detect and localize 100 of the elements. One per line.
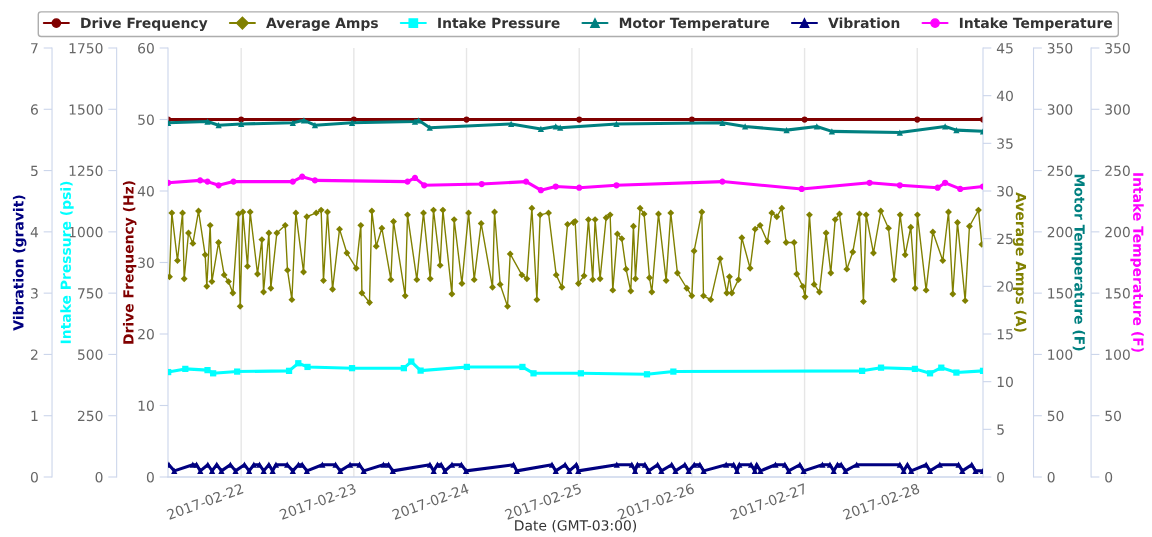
- point: [304, 363, 311, 371]
- point: [530, 370, 537, 377]
- y2-tick-label: 40: [996, 90, 1013, 102]
- point: [210, 370, 217, 377]
- y-tick-label: 60: [138, 42, 154, 54]
- y2-tick-label: 15: [997, 329, 1013, 340]
- y3-tick-label: 300: [1105, 104, 1130, 115]
- point: [215, 182, 222, 189]
- y2-tick-label: 3: [31, 288, 38, 299]
- point: [311, 177, 319, 184]
- point: [400, 365, 407, 372]
- point: [404, 178, 411, 185]
- y3-tick-label: 500: [78, 349, 103, 360]
- y3-tick-label: 50: [1105, 410, 1122, 422]
- point: [299, 173, 306, 180]
- point: [204, 366, 211, 374]
- y3-tick-label: 1250: [69, 165, 103, 177]
- legend-label: Average Amps: [266, 17, 378, 31]
- point: [938, 364, 945, 371]
- point: [858, 367, 866, 374]
- y2-tick-label: 6: [30, 104, 38, 115]
- point: [182, 365, 189, 373]
- point: [926, 370, 934, 377]
- y2-tick-label: 1: [31, 410, 38, 421]
- point: [421, 182, 428, 189]
- y-tick-label: 20: [138, 328, 154, 340]
- point: [934, 184, 941, 191]
- point: [537, 187, 544, 194]
- legend-label: Intake Pressure: [438, 17, 560, 29]
- y3-tick-label: 1750: [69, 42, 103, 54]
- legend-label: Motor Temperature: [619, 17, 770, 31]
- y-tick-label: 100: [1048, 349, 1073, 360]
- point: [197, 177, 204, 184]
- y3-axis-title: Intake Temperature (F): [1130, 173, 1144, 352]
- point: [613, 182, 620, 189]
- point: [942, 179, 949, 186]
- legend-label: Intake Temperature: [959, 17, 1113, 31]
- point: [478, 180, 485, 188]
- point: [577, 370, 584, 377]
- point: [522, 178, 530, 185]
- y-tick-label: 10: [138, 400, 154, 411]
- point: [463, 363, 470, 371]
- point: [234, 368, 241, 375]
- y2-tick-label: 45: [996, 43, 1013, 54]
- point: [204, 178, 211, 185]
- point: [289, 178, 296, 185]
- point: [670, 368, 677, 375]
- point: [411, 174, 419, 182]
- y-tick-label: 50: [138, 114, 154, 125]
- y3-tick-label: 200: [1105, 226, 1130, 238]
- y2-tick-label: 0: [997, 471, 1005, 483]
- y-tick-label: 0: [146, 471, 154, 483]
- point: [417, 367, 424, 374]
- y-tick-label: 250: [1047, 165, 1073, 177]
- point: [519, 363, 526, 371]
- y2-tick-label: 7: [31, 43, 38, 54]
- point: [348, 365, 356, 372]
- y-tick-label: 200: [1047, 226, 1073, 238]
- line-series: [168, 117, 983, 136]
- point: [285, 367, 293, 374]
- y-tick-label: 30: [138, 257, 154, 268]
- point: [719, 178, 726, 185]
- y-tick-label: 350: [1047, 42, 1073, 54]
- point: [408, 358, 415, 365]
- y3-tick-label: 0: [95, 471, 103, 483]
- y2-tick-label: 5: [997, 424, 1004, 435]
- y-axis-title: Drive Frequency (Hz): [122, 181, 137, 344]
- y-tick-label: 50: [1047, 410, 1064, 422]
- y2-tick-label: 5: [31, 165, 38, 177]
- y3-tick-label: 350: [1105, 42, 1130, 54]
- point: [911, 365, 919, 373]
- point: [957, 185, 964, 193]
- legend-label: Vibration: [828, 17, 900, 29]
- point: [798, 185, 805, 193]
- y-tick-label: 300: [1047, 104, 1073, 115]
- y3-tick-label: 150: [1105, 288, 1130, 299]
- y2-tick-label: 20: [997, 281, 1013, 292]
- y3-tick-label: 750: [78, 288, 103, 299]
- y-tick-label: 40: [137, 185, 154, 197]
- y3-tick-label: 1000: [69, 226, 103, 238]
- y-tick-label: 150: [1048, 288, 1073, 299]
- y2-tick-label: 30: [997, 185, 1013, 197]
- y3-tick-label: 0: [1105, 471, 1113, 483]
- legend-label: Drive Frequency: [81, 17, 208, 31]
- point: [576, 184, 583, 191]
- point: [643, 371, 651, 378]
- y2-tick-label: 35: [997, 138, 1013, 149]
- y2-axis-title: Vibration (gravit): [12, 195, 27, 331]
- y3-tick-label: 250: [77, 410, 103, 422]
- point: [896, 182, 903, 189]
- x-axis-title: Date (GMT-03:00): [515, 519, 637, 533]
- y2-axis-title: Average Amps (A): [1012, 192, 1027, 332]
- y3-tick-label: 100: [1105, 349, 1130, 360]
- point: [230, 178, 237, 185]
- y3-tick-label: 1500: [69, 104, 103, 115]
- line-series: [168, 173, 983, 194]
- point: [866, 179, 873, 186]
- y2-tick-label: 4: [30, 227, 39, 238]
- point: [295, 360, 302, 367]
- y2-tick-label: 10: [997, 376, 1013, 388]
